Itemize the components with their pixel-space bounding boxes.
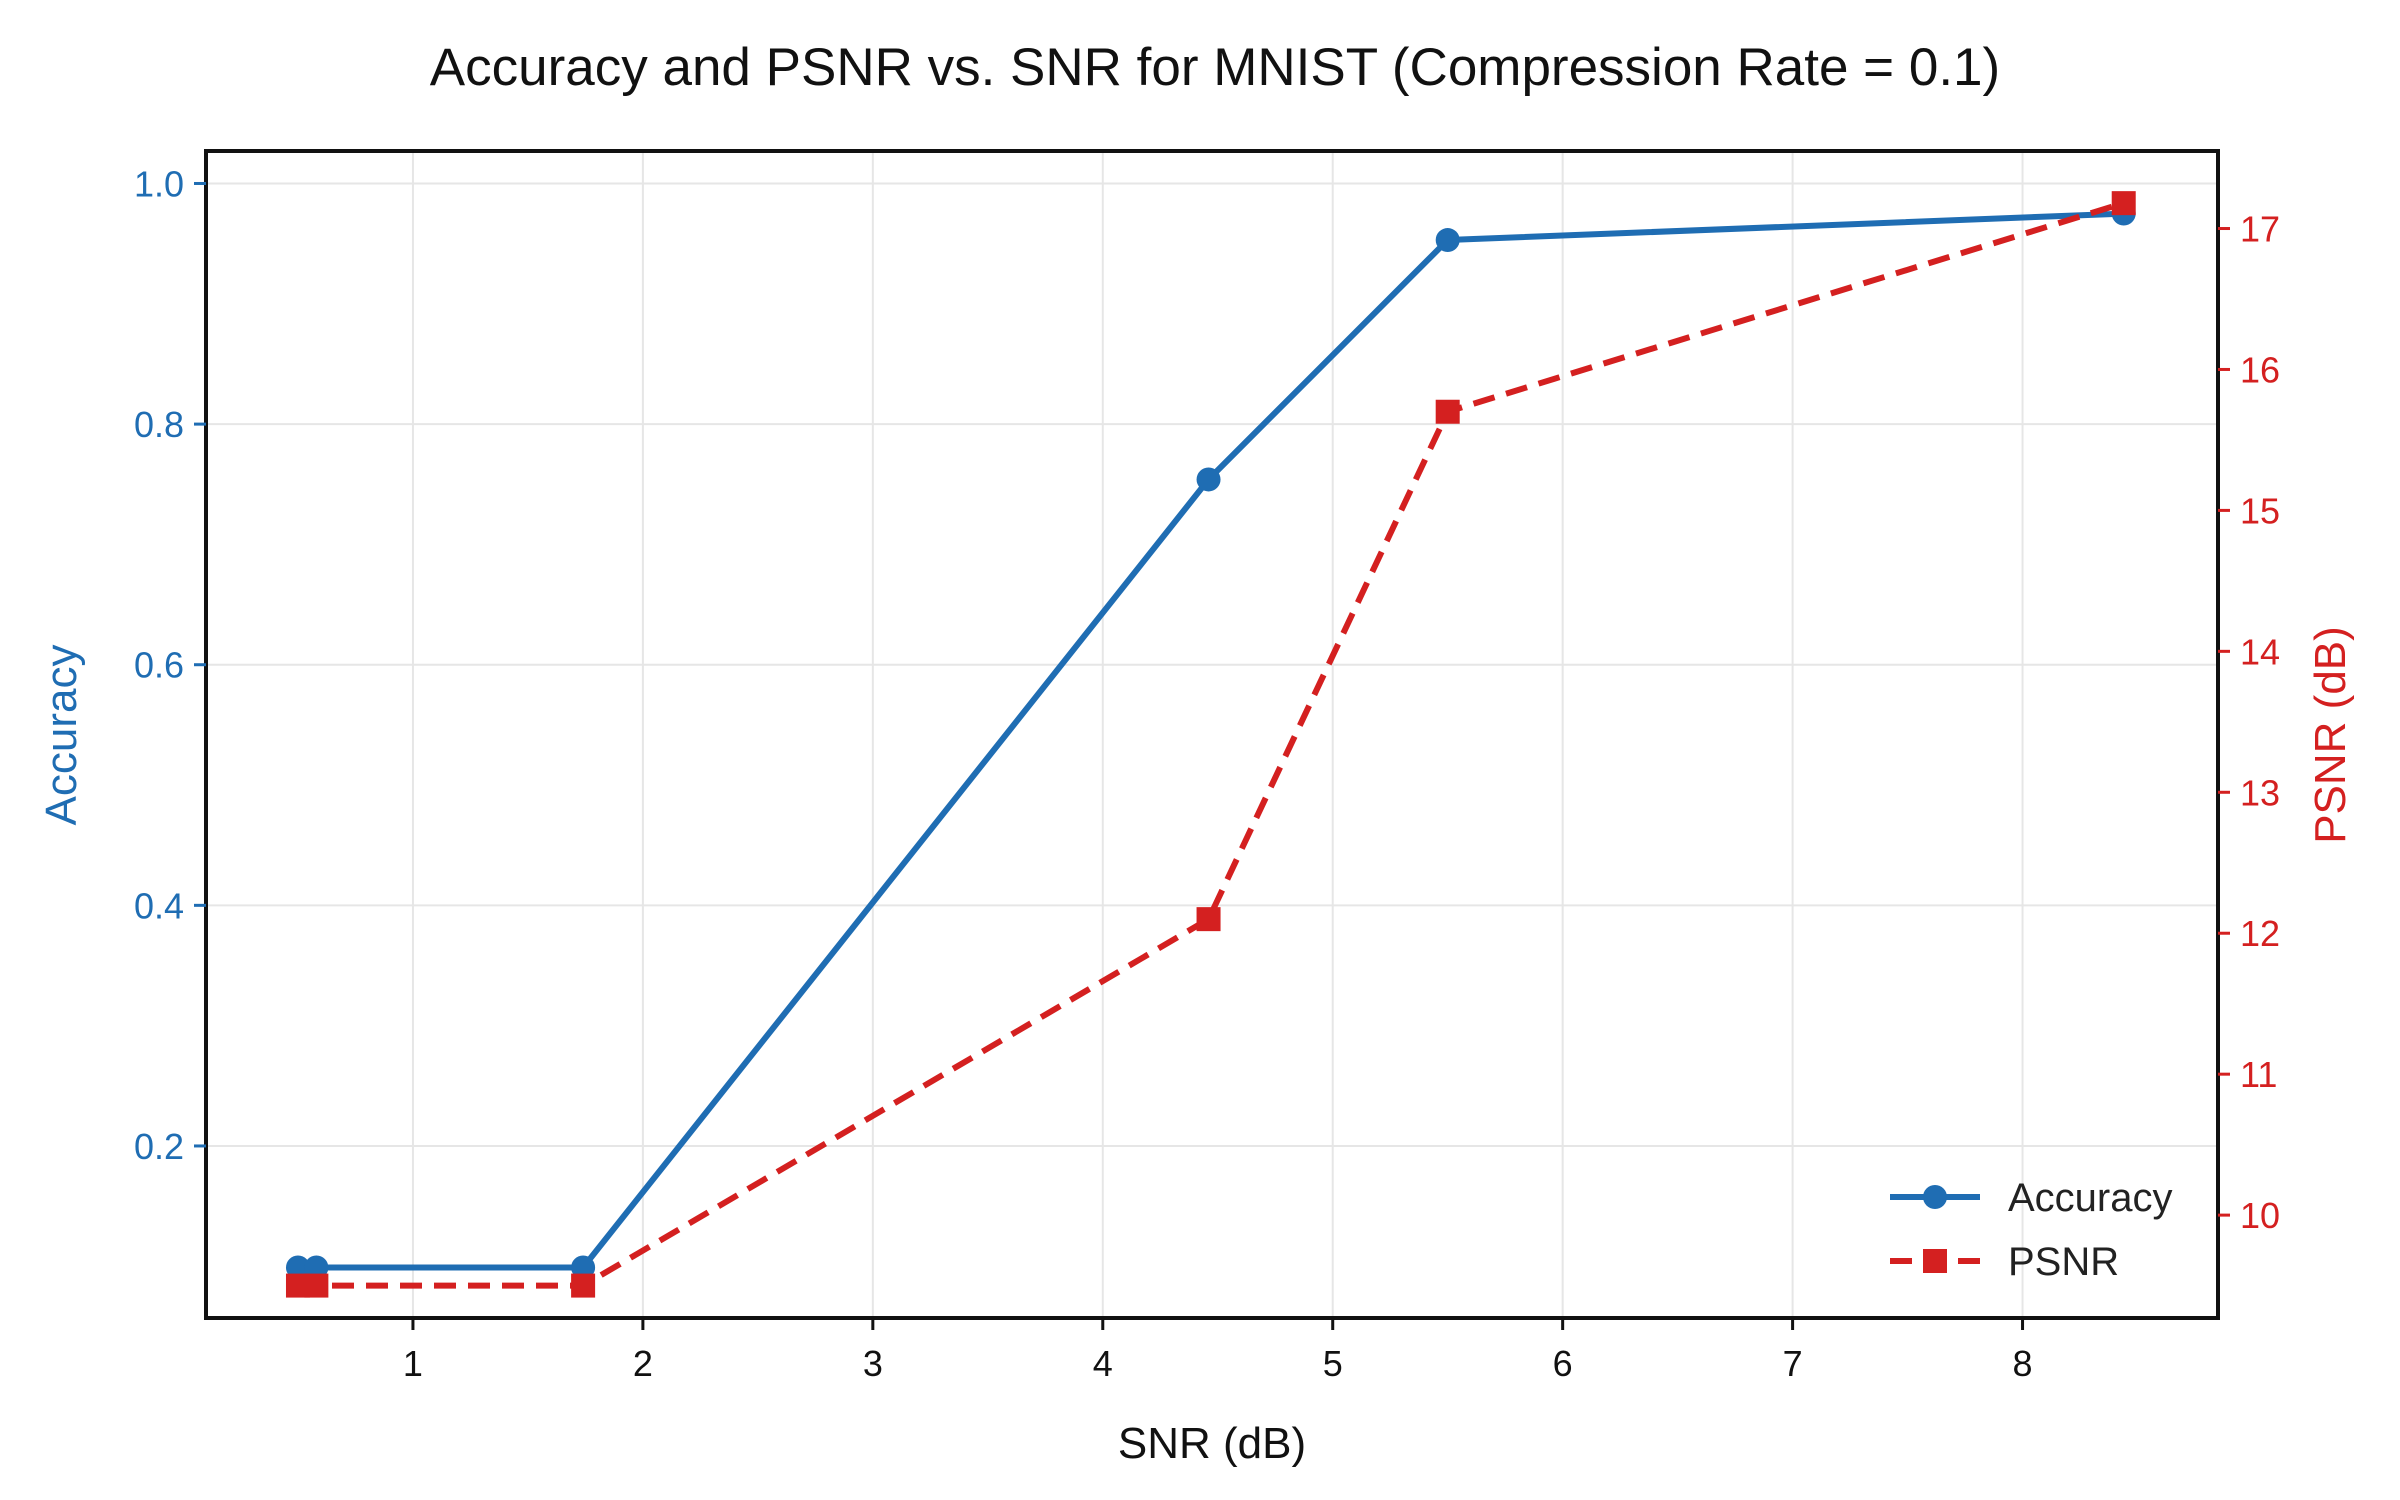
- y-right-tick-label: 10: [2240, 1195, 2280, 1236]
- y-right-tick-label: 14: [2240, 631, 2280, 672]
- data-point-psnr: [2111, 191, 2136, 216]
- legend: Accuracy PSNR: [1890, 1176, 2173, 1284]
- y-left-tick-label: 0.6: [134, 645, 184, 686]
- data-point-psnr: [571, 1273, 596, 1298]
- y-right-tick-label: 11: [2240, 1054, 2277, 1095]
- chart-title: Accuracy and PSNR vs. SNR for MNIST (Com…: [430, 38, 2000, 97]
- y-left-tick-label: 0.4: [134, 885, 184, 926]
- x-tick-label: 5: [1323, 1343, 1343, 1384]
- legend-label-accuracy: Accuracy: [2008, 1176, 2173, 1220]
- y-left-tick-label: 0.2: [134, 1126, 184, 1167]
- x-tick-label: 3: [863, 1343, 883, 1384]
- y-right-tick-label: 15: [2240, 490, 2280, 531]
- data-point-accuracy: [1435, 228, 1460, 253]
- data-point-accuracy: [285, 1255, 310, 1280]
- x-axis-label: SNR (dB): [1118, 1419, 1306, 1468]
- legend-label-psnr: PSNR: [2008, 1240, 2119, 1284]
- data-point-psnr: [1435, 399, 1460, 424]
- data-point-accuracy: [304, 1255, 329, 1280]
- data-point-accuracy: [1196, 467, 1221, 492]
- y-left-tick-label: 0.8: [134, 404, 184, 445]
- series-line-psnr: [298, 200, 2125, 1289]
- y-right-tick-label: 17: [2240, 209, 2280, 250]
- series-layer: [285, 191, 2136, 1298]
- y-left-tick-label: 1.0: [134, 163, 184, 204]
- x-tick-label: 4: [1093, 1343, 1113, 1384]
- data-point-psnr: [304, 1273, 329, 1298]
- y-left-axis-label: Accuracy: [37, 645, 86, 826]
- y-right-tick-label: 13: [2240, 772, 2280, 813]
- series-line-accuracy: [298, 210, 2124, 1271]
- data-point-accuracy: [571, 1255, 596, 1280]
- y-right-axis-label: PSNR (dB): [2306, 626, 2355, 844]
- x-tick-label: 2: [633, 1343, 653, 1384]
- x-tick-label: 8: [2013, 1343, 2033, 1384]
- data-point-psnr: [1196, 907, 1221, 932]
- x-tick-label: 7: [1783, 1343, 1803, 1384]
- legend-marker-accuracy: [1923, 1185, 1947, 1209]
- x-tick-label: 1: [403, 1343, 423, 1384]
- y-right-tick-label: 12: [2240, 913, 2280, 954]
- plot-frame: [204, 149, 2220, 1320]
- legend-marker-psnr: [1923, 1249, 1947, 1273]
- x-tick-label: 6: [1553, 1343, 1573, 1384]
- grid-layer: [206, 151, 2218, 1318]
- y-right-tick-label: 16: [2240, 349, 2280, 390]
